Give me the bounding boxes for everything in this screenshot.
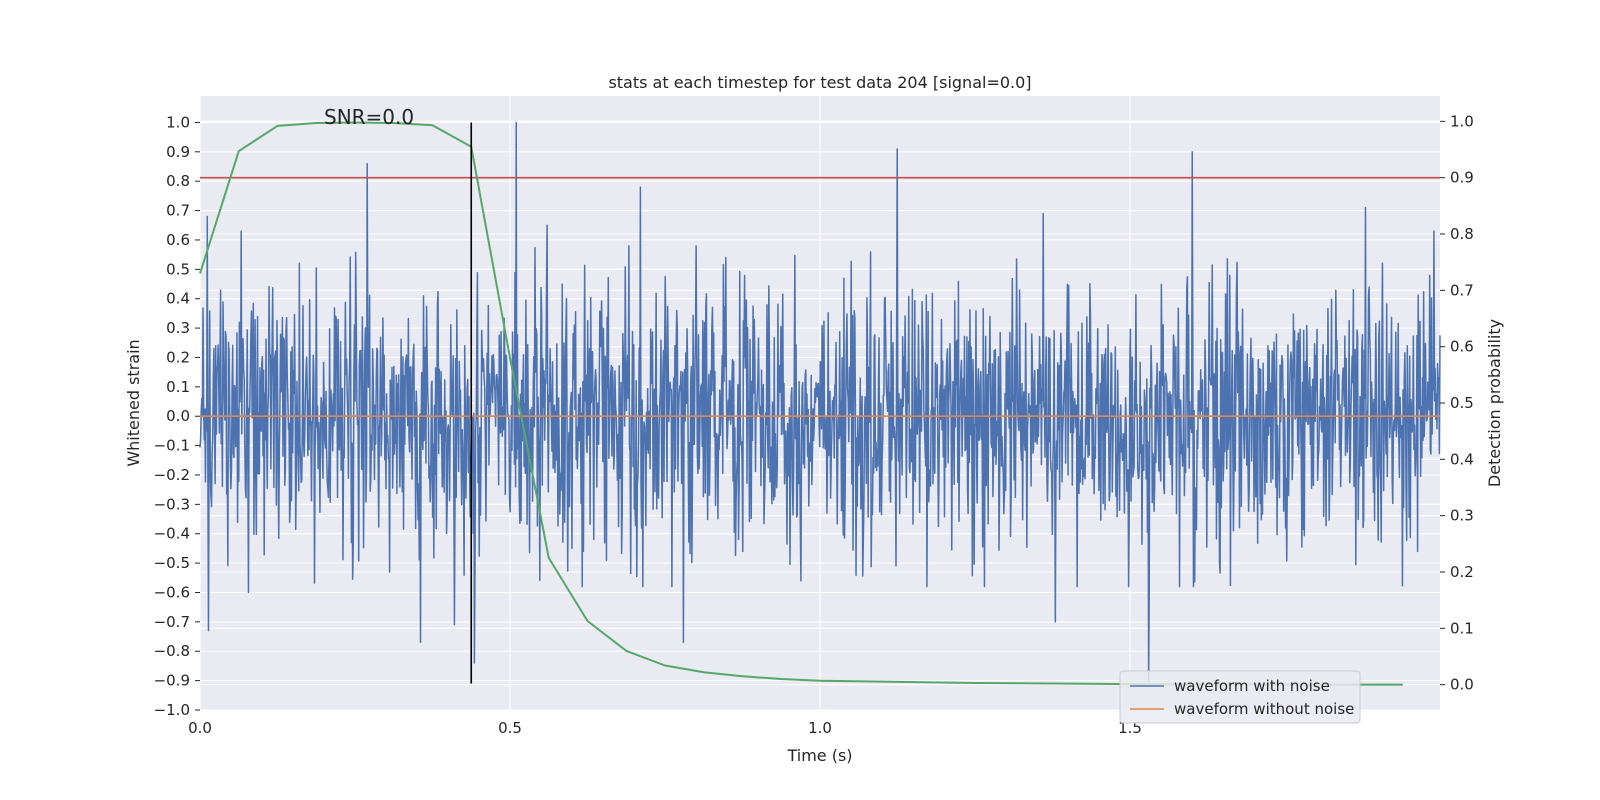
y-tick-label: −0.6: [154, 583, 190, 601]
snr-annotation: SNR=0.0: [324, 105, 414, 129]
legend-label-noise: waveform with noise: [1174, 677, 1330, 695]
y-tick-label: 0.5: [166, 260, 190, 278]
y2-tick-label: 1.0: [1450, 112, 1474, 130]
y-tick-label: 0.6: [166, 231, 190, 249]
legend-label-clean: waveform without noise: [1174, 700, 1354, 718]
y2-tick-label: 0.3: [1450, 507, 1474, 525]
y-tick-label: 1.0: [166, 113, 190, 131]
y-tick-label: −0.2: [154, 466, 190, 484]
y-tick-label: 0.4: [166, 290, 190, 308]
y2-tick-label: 0.5: [1450, 394, 1474, 412]
right-axis: 0.0 0.1 0.2 0.3 0.4 0.5 0.6 0.7 0.8 0.9 1.0: [1440, 112, 1474, 694]
x-tick-label: 0.5: [498, 719, 522, 737]
y-tick-label: −0.4: [154, 525, 190, 543]
y2-tick-label: 0.2: [1450, 563, 1474, 581]
y2-tick-label: 0.4: [1450, 450, 1474, 468]
legend-box: [1119, 670, 1361, 724]
y2-axis-label: Detection probability: [1485, 319, 1504, 487]
y-tick-label: 0.2: [166, 348, 190, 366]
y-tick-label: −0.1: [154, 437, 190, 455]
x-tick-label: 0.0: [188, 719, 212, 737]
x-axis: 0.0 0.5 1.0 1.5: [188, 719, 1142, 737]
series-waveform-with-noise: [199, 121, 1441, 682]
x-tick-label: 1.0: [808, 719, 832, 737]
y2-tick-label: 0.6: [1450, 338, 1474, 356]
x-axis-label: Time (s): [786, 746, 852, 765]
y-axis-label: Whitened strain: [124, 339, 143, 466]
left-axis: −1.0 −0.9 −0.8 −0.7 −0.6 −0.5 −0.4 −0.3 −0.2 −0.1…: [154, 113, 200, 719]
y2-tick-label: 0.0: [1450, 676, 1474, 694]
y2-tick-label: 0.7: [1450, 281, 1474, 299]
y2-tick-label: 0.9: [1450, 169, 1474, 187]
y-tick-label: 0.3: [166, 319, 190, 337]
y-tick-label: −0.3: [154, 495, 190, 513]
chart-title: stats at each timestep for test data 204…: [608, 73, 1031, 92]
y-tick-label: −0.5: [154, 554, 190, 572]
y-tick-label: 0.8: [166, 172, 190, 190]
y-tick-label: 0.1: [166, 378, 190, 396]
y-tick-label: 0.7: [166, 202, 190, 220]
y-tick-label: 0.0: [166, 407, 190, 425]
y2-tick-label: 0.1: [1450, 619, 1474, 637]
y-tick-label: −0.9: [154, 672, 190, 690]
legend: waveform with noise waveform without noi…: [1119, 670, 1361, 724]
y-tick-label: −0.7: [154, 613, 190, 631]
y2-tick-label: 0.8: [1450, 225, 1474, 243]
y-tick-label: −0.8: [154, 642, 190, 660]
y-tick-label: −1.0: [154, 701, 190, 719]
y-tick-label: 0.9: [166, 143, 190, 161]
